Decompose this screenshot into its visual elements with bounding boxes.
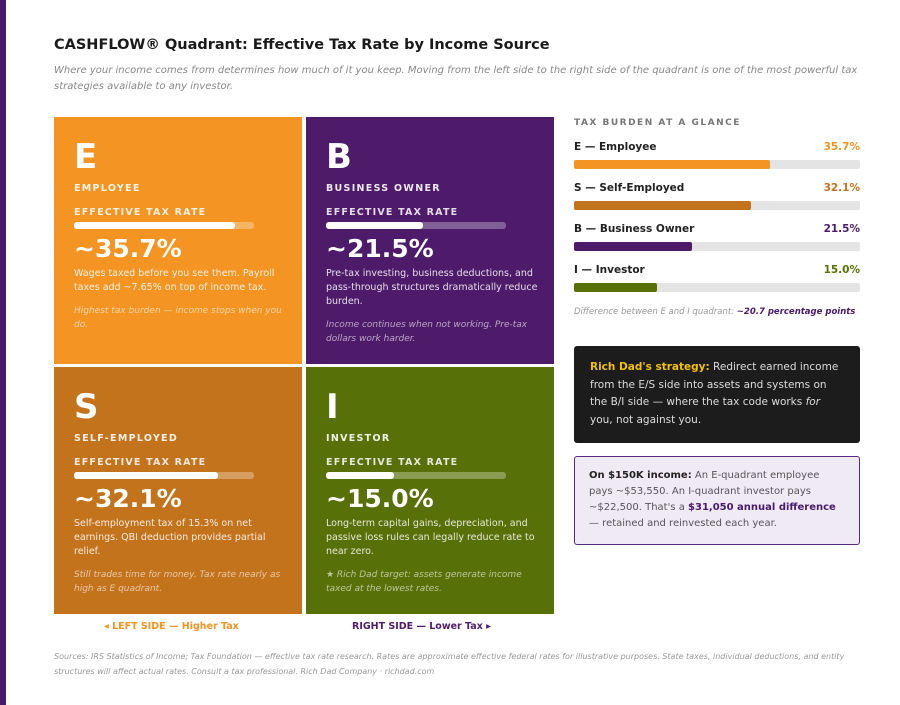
difference-value: ~20.7 percentage points	[736, 307, 856, 317]
difference-label: Difference between E and I quadrant:	[574, 307, 737, 317]
quadrant-note: Highest tax burden — income stops when y…	[74, 306, 282, 330]
quadrant-letter: B	[326, 137, 352, 177]
rate-value: ~35.7%	[74, 234, 182, 263]
sources-footnote: Sources: IRS Statistics of Income; Tax F…	[54, 652, 845, 676]
burden-row: B — Business Owner 21.5%	[574, 223, 860, 251]
burden-bar-track	[574, 242, 860, 251]
example-callout: On $150K income: An E-quadrant employee …	[574, 456, 860, 545]
burden-row: S — Self-Employed 32.1%	[574, 182, 860, 210]
quadrant-b: B BUSINESS OWNER EFFECTIVE TAX RATE ~21.…	[306, 117, 554, 364]
rate-label: EFFECTIVE TAX RATE	[74, 457, 207, 468]
burden-label: S — Self-Employed	[574, 182, 685, 194]
example-text: An E-quadrant employee pays ~$53,550. An…	[589, 470, 820, 513]
burden-value: 21.5%	[823, 223, 860, 235]
quadrant-description: Wages taxed before you see them. Payroll…	[74, 268, 275, 293]
rate-label: EFFECTIVE TAX RATE	[326, 207, 459, 218]
burden-value: 35.7%	[823, 141, 860, 153]
quadrant-letter: S	[74, 387, 99, 427]
burden-label: E — Employee	[574, 141, 657, 153]
glance-heading: TAX BURDEN AT A GLANCE	[574, 118, 741, 128]
burden-bar-fill	[574, 201, 751, 210]
quadrant-letter: E	[74, 137, 98, 177]
quadrant-note: ★ Rich Dad target: assets generate incom…	[326, 570, 522, 594]
quadrant-letter: I	[326, 387, 339, 427]
rate-bar-fill	[74, 472, 219, 479]
quadrant-name: EMPLOYEE	[74, 183, 141, 194]
rate-bar-fill	[74, 222, 235, 229]
quadrant-name: SELF-EMPLOYED	[74, 433, 179, 444]
strategy-text-end: you, not against you.	[590, 413, 702, 426]
quadrant-note: Still trades time for money. Tax rate ne…	[74, 570, 281, 594]
rate-bar-track	[74, 472, 254, 479]
strategy-text: Redirect earned income from the E/S side…	[590, 361, 839, 408]
rate-value: ~21.5%	[326, 234, 434, 263]
strategy-callout: Rich Dad's strategy: Redirect earned inc…	[574, 346, 860, 443]
rate-value: ~32.1%	[74, 484, 182, 513]
right-side-label: RIGHT SIDE — Lower Tax ▸	[352, 621, 491, 632]
quadrant-description: Long-term capital gains, depreciation, a…	[326, 518, 535, 557]
rate-bar-track	[74, 222, 254, 229]
quadrant-e: E EMPLOYEE EFFECTIVE TAX RATE ~35.7% Wag…	[54, 117, 302, 364]
page-subtitle: Where your income comes from determines …	[54, 65, 858, 92]
quadrant-s: S SELF-EMPLOYED EFFECTIVE TAX RATE ~32.1…	[54, 367, 302, 614]
rate-bar-track	[326, 472, 506, 479]
rate-label: EFFECTIVE TAX RATE	[74, 207, 207, 218]
example-lead: On $150K income:	[589, 470, 692, 481]
burden-bar-fill	[574, 283, 657, 292]
accent-stripe	[0, 0, 6, 705]
burden-bar-fill	[574, 242, 693, 251]
burden-label: I — Investor	[574, 264, 645, 276]
burden-row: E — Employee 35.7%	[574, 141, 860, 169]
burden-bar-track	[574, 160, 860, 169]
page-title: CASHFLOW® Quadrant: Effective Tax Rate b…	[54, 37, 550, 53]
rate-bar-track	[326, 222, 506, 229]
difference-note: Difference between E and I quadrant: ~20…	[574, 306, 860, 318]
quadrant-name: BUSINESS OWNER	[326, 183, 441, 194]
quadrant-description: Pre-tax investing, business deductions, …	[326, 268, 538, 307]
example-text-end: — retained and reinvested each year.	[589, 518, 777, 529]
quadrant-note: Income continues when not working. Pre-t…	[326, 320, 528, 344]
burden-label: B — Business Owner	[574, 223, 695, 235]
tax-burden-panel: TAX BURDEN AT A GLANCE E — Employee 35.7%…	[574, 118, 860, 318]
rate-bar-fill	[326, 472, 394, 479]
burden-bar-track	[574, 201, 860, 210]
rate-value: ~15.0%	[326, 484, 434, 513]
strategy-emphasis: for	[805, 396, 821, 408]
quadrant-name: INVESTOR	[326, 433, 391, 444]
left-side-label: ◂ LEFT SIDE — Higher Tax	[104, 621, 239, 632]
quadrant-description: Self-employment tax of 15.3% on net earn…	[74, 518, 266, 557]
rate-bar-fill	[326, 222, 423, 229]
rate-label: EFFECTIVE TAX RATE	[326, 457, 459, 468]
burden-bar-track	[574, 283, 860, 292]
example-highlight: $31,050 annual difference	[688, 502, 836, 513]
burden-row: I — Investor 15.0%	[574, 264, 860, 292]
strategy-highlight: Rich Dad's strategy:	[590, 361, 710, 373]
burden-value: 15.0%	[823, 264, 860, 276]
burden-value: 32.1%	[823, 182, 860, 194]
quadrant-i: I INVESTOR EFFECTIVE TAX RATE ~15.0% Lon…	[306, 367, 554, 614]
burden-bar-fill	[574, 160, 771, 169]
